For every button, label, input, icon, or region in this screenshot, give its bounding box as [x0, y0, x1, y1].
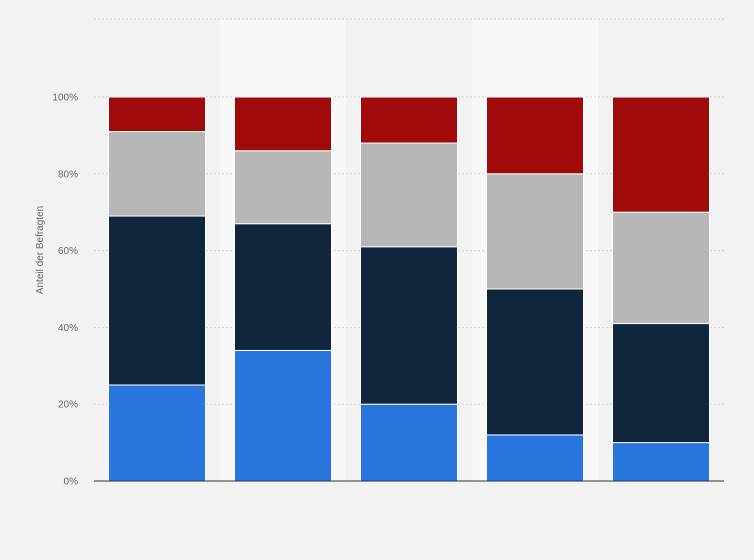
y-tick-label: 100% — [52, 93, 78, 104]
bar-segment-series-2[interactable] — [360, 246, 458, 405]
bar-segment-series-1[interactable] — [360, 403, 458, 482]
y-tick-labels: 0% 20% 40% 60% 80% 100% — [52, 93, 78, 488]
bar-segment-series-4[interactable] — [234, 96, 332, 152]
bar-segment-series-4[interactable] — [612, 96, 710, 213]
y-tick-label: 0% — [64, 477, 79, 488]
y-axis-title: Anteil der Befragten — [35, 206, 46, 294]
bar-segment-series-2[interactable] — [234, 223, 332, 351]
y-tick-label: 20% — [58, 400, 78, 411]
bar-segment-series-4[interactable] — [108, 96, 206, 133]
bar-segment-series-3[interactable] — [234, 150, 332, 225]
y-tick-label: 80% — [58, 169, 78, 180]
bar-segment-series-2[interactable] — [612, 323, 710, 444]
bar-segment-series-2[interactable] — [486, 288, 584, 436]
bar-segment-series-3[interactable] — [108, 131, 206, 217]
bar-segment-series-2[interactable] — [108, 215, 206, 386]
bar-segment-series-3[interactable] — [612, 211, 710, 325]
bar-segment-series-4[interactable] — [486, 96, 584, 175]
bar-stacks — [108, 96, 710, 482]
bar-segment-series-3[interactable] — [360, 142, 458, 248]
bar-segment-series-1[interactable] — [234, 349, 332, 482]
bar-segment-series-1[interactable] — [612, 442, 710, 482]
y-tick-label: 60% — [58, 246, 78, 257]
y-tick-label: 40% — [58, 323, 78, 334]
bar-segment-series-1[interactable] — [108, 384, 206, 482]
bar-segment-series-1[interactable] — [486, 434, 584, 482]
bar-segment-series-4[interactable] — [360, 96, 458, 144]
bar-segment-series-3[interactable] — [486, 173, 584, 290]
